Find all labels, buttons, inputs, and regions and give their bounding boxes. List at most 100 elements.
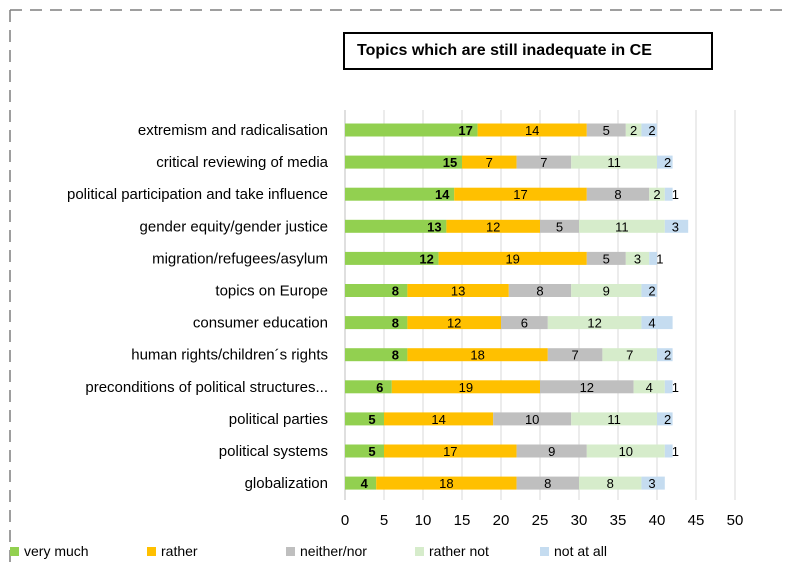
x-tick-labels: 0 5 10 15 20 25 30 35 40 45 50 [341,512,744,529]
legend-swatch [415,546,424,556]
value-label: 8 [536,284,543,299]
legend-label: very much [24,543,89,559]
value-label: 4 [361,476,369,491]
bar-segment [649,187,665,201]
bar-segment [641,476,665,490]
value-label: 7 [540,155,547,170]
bar-segment [407,284,509,297]
bar-segment [649,251,657,265]
value-label: 17 [458,123,472,138]
value-label: 1 [672,380,679,395]
bar-segment [664,444,673,458]
x-tick-label: 20 [493,512,510,529]
bar-segment [657,155,673,169]
value-label: 18 [470,348,484,363]
category-label: critical reviewing of media [156,154,328,171]
value-label: 11 [607,412,621,427]
bar-segment [345,348,408,362]
bar-segment [641,316,673,330]
bar-segment [571,155,657,169]
x-tick-label: 30 [571,512,588,529]
value-label: 13 [427,219,441,234]
bar-segment [516,476,579,490]
bar-segment [446,219,540,233]
category-label: extremism and radicalisation [138,122,328,139]
value-label: 4 [648,316,655,331]
bar-segment [384,412,494,426]
bar-segment [391,380,540,394]
value-label: 13 [451,284,465,299]
value-label: 7 [571,348,578,363]
bar-segment [586,251,626,265]
bar-segment [579,219,665,233]
bar-segment [547,316,642,330]
legend-swatch [10,546,19,556]
gridlines [344,110,736,500]
x-tick-label: 45 [688,512,705,529]
x-tick-label: 35 [610,512,627,529]
value-label: 8 [392,284,399,299]
value-label: 19 [505,251,519,266]
legend-label: not at all [554,543,607,559]
category-label: consumer education [193,315,328,332]
value-label: 11 [615,219,629,234]
bar-segment [657,412,673,426]
value-label: 18 [439,476,453,491]
bar-segment [345,412,384,426]
category-label: political participation and take influen… [67,186,328,203]
value-labels: 17 14 5 2 215 7 7 11 214 17 8 2 113 12 5 11 312 19 5 3 18 13 8… [361,123,679,491]
value-label: 8 [614,187,621,202]
bar-segment [345,251,439,265]
bar-segment [579,476,642,490]
bar-segment [657,348,673,362]
category-label: human rights/children´s rights [131,347,328,364]
value-label: 12 [447,316,461,331]
bar-segment [345,284,408,297]
bar-segment [345,316,408,330]
x-tick-label: 10 [415,512,432,529]
value-label: 12 [419,251,433,266]
bar-segment [625,251,650,265]
value-label: 5 [603,251,610,266]
value-label: 5 [368,412,375,427]
bar-segment [345,476,377,490]
bar-segment [664,187,673,201]
bar-segment [376,476,517,490]
bar-segment [493,412,572,426]
value-label: 3 [634,251,641,266]
value-label: 11 [607,155,621,170]
bar-segment [664,380,673,394]
category-label: political parties [229,411,328,428]
value-label: 2 [664,155,671,170]
value-label: 8 [544,476,551,491]
value-label: 12 [486,219,500,234]
x-tick-label: 40 [649,512,666,529]
x-tick-label: 5 [380,512,388,529]
category-label: gender equity/gender justice [140,218,328,235]
bar-segment [633,380,665,394]
value-label: 1 [656,251,663,266]
value-label: 19 [459,380,473,395]
category-labels: extremism and radicalisation critical rev… [67,122,329,492]
value-label: 3 [672,219,679,234]
bar-segment [664,219,689,233]
value-label: 12 [580,380,594,395]
bar-segment [540,219,579,233]
bar-segment [516,444,587,458]
value-label: 2 [653,187,660,202]
category-label: preconditions of political structures... [85,379,328,396]
x-tick-label: 0 [341,512,349,529]
legend-swatch [540,546,549,556]
bar-segment [462,155,517,169]
value-label: 2 [664,412,671,427]
bar-segment [501,316,548,330]
legend-label: neither/nor [300,543,367,559]
bar-segment [345,123,478,137]
value-label: 2 [648,284,655,299]
legend-swatch [147,546,156,556]
value-label: 10 [619,444,633,459]
category-label: political systems [219,443,328,460]
bar-segment [586,123,626,137]
value-label: 2 [648,123,655,138]
